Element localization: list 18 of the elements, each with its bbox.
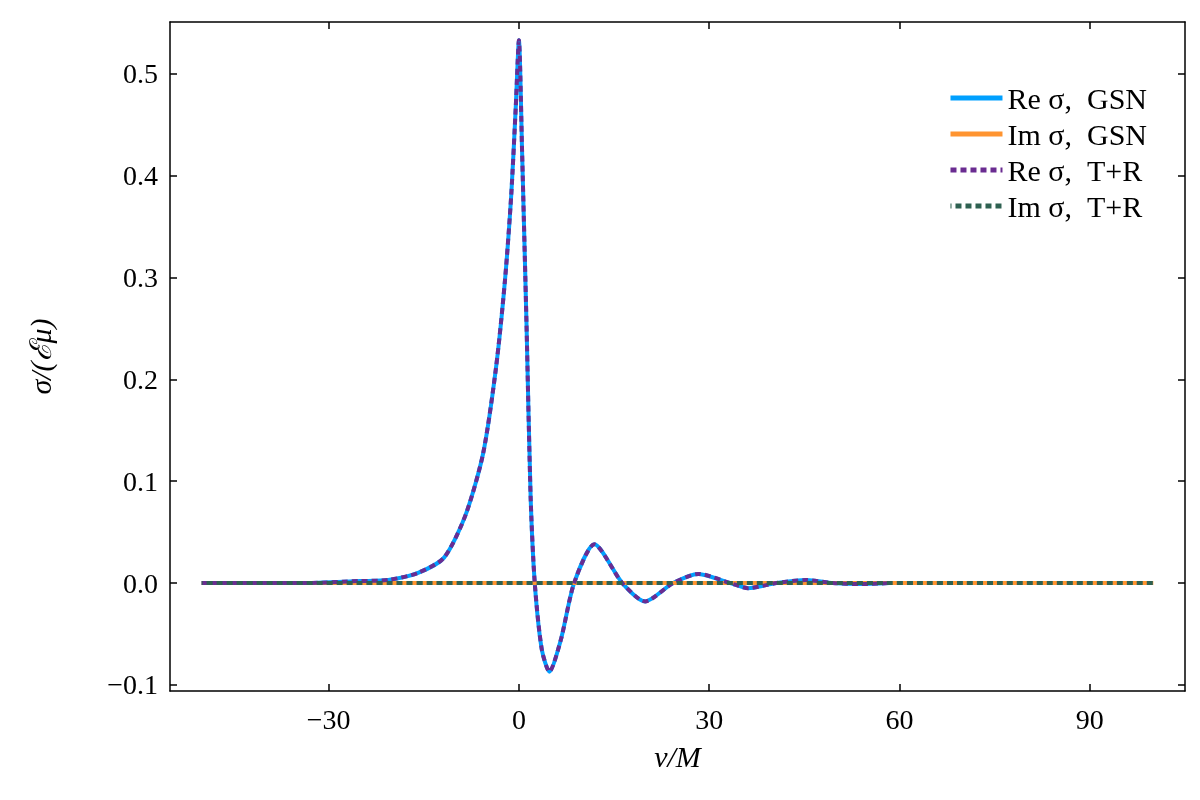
legend-label: Re σ, T+R	[1007, 153, 1143, 187]
legend-label: Im σ, T+R	[1007, 189, 1143, 223]
y-tick-label: −0.1	[107, 669, 158, 701]
x-tick-label: −30	[306, 703, 351, 735]
y-tick-label: 0.4	[123, 160, 158, 192]
x-tick-label: 30	[695, 703, 724, 735]
y-axis-title: σ/(ℰμ)	[23, 318, 58, 395]
y-tick-label: 0.5	[123, 58, 158, 90]
x-axis-title: v/M	[654, 739, 703, 773]
x-tick-label: 0	[511, 703, 526, 735]
y-tick-label: 0.2	[123, 363, 158, 395]
x-tick-label: 60	[885, 703, 914, 735]
y-tick-label: 0.3	[123, 262, 158, 294]
y-tick-label: 0.1	[123, 465, 158, 497]
legend-label: Im σ, GSN	[1007, 117, 1147, 151]
legend-label: Re σ, GSN	[1007, 81, 1147, 115]
y-tick-label: 0.0	[123, 567, 158, 599]
x-tick-label: 90	[1075, 703, 1104, 735]
